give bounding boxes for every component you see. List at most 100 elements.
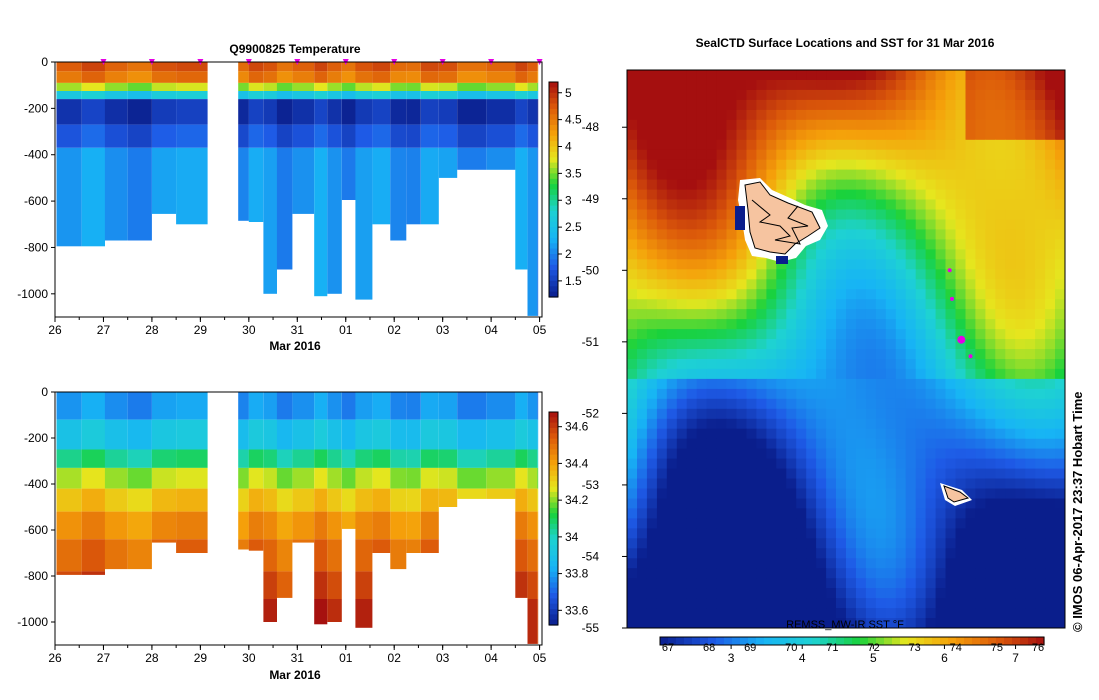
sst-cell bbox=[1025, 448, 1036, 460]
sst-cell bbox=[895, 229, 907, 240]
sst-cell bbox=[905, 478, 917, 489]
sst-cell bbox=[1015, 458, 1026, 470]
section-cell bbox=[56, 511, 82, 540]
sst-cell bbox=[905, 498, 917, 509]
sst-cell bbox=[637, 528, 648, 539]
sst-cell bbox=[816, 458, 827, 470]
sst-cell bbox=[856, 149, 867, 161]
sst-cell bbox=[746, 139, 757, 151]
section-cell bbox=[515, 62, 528, 72]
time-tick-label: 04 bbox=[484, 323, 498, 337]
sst-cell bbox=[806, 558, 817, 569]
sst-cell bbox=[746, 149, 757, 161]
sst-colorbar-segment bbox=[948, 637, 957, 645]
sst-cell bbox=[637, 349, 648, 360]
sst-cell bbox=[776, 70, 787, 81]
sst-cell bbox=[925, 319, 937, 330]
sst-cell bbox=[637, 488, 648, 499]
section-cell bbox=[537, 599, 539, 644]
sst-cell bbox=[1055, 388, 1066, 400]
section-cell bbox=[276, 488, 293, 512]
sst-cell bbox=[985, 139, 996, 151]
sst-cell bbox=[925, 558, 937, 569]
section-cell bbox=[127, 392, 152, 420]
sst-cell bbox=[666, 199, 678, 210]
sst-cell bbox=[696, 518, 708, 529]
section-cell bbox=[276, 71, 293, 83]
sst-cell bbox=[1015, 488, 1026, 499]
sst-cell bbox=[836, 70, 847, 81]
sst-cell bbox=[865, 508, 877, 519]
sst-cell bbox=[1005, 548, 1016, 559]
sst-cell bbox=[776, 478, 787, 489]
sst-cell bbox=[1005, 508, 1016, 519]
sst-cell bbox=[826, 149, 837, 161]
section-cell bbox=[263, 539, 277, 572]
sst-cell bbox=[905, 119, 917, 131]
sst-cell bbox=[766, 548, 777, 559]
sst-cell bbox=[865, 468, 877, 480]
sst-cell bbox=[985, 388, 996, 400]
sst-cell bbox=[945, 378, 956, 390]
sst-cell bbox=[846, 80, 857, 91]
sst-cell bbox=[975, 239, 986, 250]
sst-cell bbox=[995, 428, 1006, 440]
section-cell bbox=[276, 467, 293, 489]
sst-cell bbox=[865, 388, 877, 400]
sst-cell bbox=[836, 598, 847, 609]
sst-cell bbox=[706, 129, 718, 141]
sst-cell bbox=[637, 329, 648, 340]
sst-cell bbox=[816, 478, 827, 489]
section-cell bbox=[486, 488, 516, 499]
sst-cell bbox=[885, 438, 897, 450]
sst-cell bbox=[646, 249, 658, 260]
sst-cell bbox=[776, 498, 787, 509]
sst-cell bbox=[816, 578, 827, 589]
sst-cell bbox=[646, 598, 658, 609]
sst-cell bbox=[856, 189, 867, 201]
sst-cell bbox=[1045, 239, 1056, 250]
sst-cell bbox=[1015, 359, 1026, 370]
sst-cell bbox=[1035, 378, 1046, 390]
sst-cell bbox=[895, 518, 907, 529]
sst-cell bbox=[736, 388, 747, 400]
time-tick-label: 31 bbox=[291, 323, 305, 337]
sst-cell bbox=[637, 209, 648, 220]
sst-cell bbox=[756, 70, 767, 81]
section-cell bbox=[420, 99, 439, 125]
section-cell bbox=[341, 147, 356, 200]
sst-cell bbox=[1045, 488, 1056, 499]
sst-cell bbox=[716, 388, 728, 400]
sst-cell bbox=[985, 598, 996, 609]
sst-cell bbox=[875, 349, 887, 360]
sst-cell bbox=[846, 438, 857, 450]
colorbar-segment bbox=[549, 237, 558, 244]
sst-cell bbox=[875, 279, 887, 290]
sst-cell bbox=[706, 388, 718, 400]
sst-cell bbox=[766, 418, 777, 430]
sst-cell bbox=[1055, 279, 1066, 290]
colorbar-segment bbox=[549, 194, 558, 201]
sst-cell bbox=[1025, 89, 1036, 101]
section-cell bbox=[276, 511, 293, 540]
sst-cell bbox=[637, 608, 648, 619]
sst-cell bbox=[865, 289, 877, 300]
sst-cell bbox=[885, 488, 897, 499]
sst-cell bbox=[796, 139, 807, 151]
sst-cell bbox=[696, 568, 708, 579]
section-cell bbox=[515, 124, 528, 148]
sst-cell bbox=[686, 608, 698, 619]
sst-cell bbox=[895, 458, 907, 470]
section-cell bbox=[81, 91, 105, 100]
section-cell bbox=[527, 539, 538, 572]
sst-cell bbox=[875, 149, 887, 161]
sst-cell bbox=[836, 428, 847, 440]
sst-cell bbox=[676, 378, 688, 390]
sst-cell bbox=[995, 588, 1006, 599]
sst-cell bbox=[766, 398, 777, 410]
sst-cell bbox=[925, 89, 937, 101]
sst-cell bbox=[945, 548, 956, 559]
colorbar-tick-label: 34 bbox=[565, 530, 579, 544]
sst-cell bbox=[925, 398, 937, 410]
sst-cell bbox=[865, 129, 877, 141]
